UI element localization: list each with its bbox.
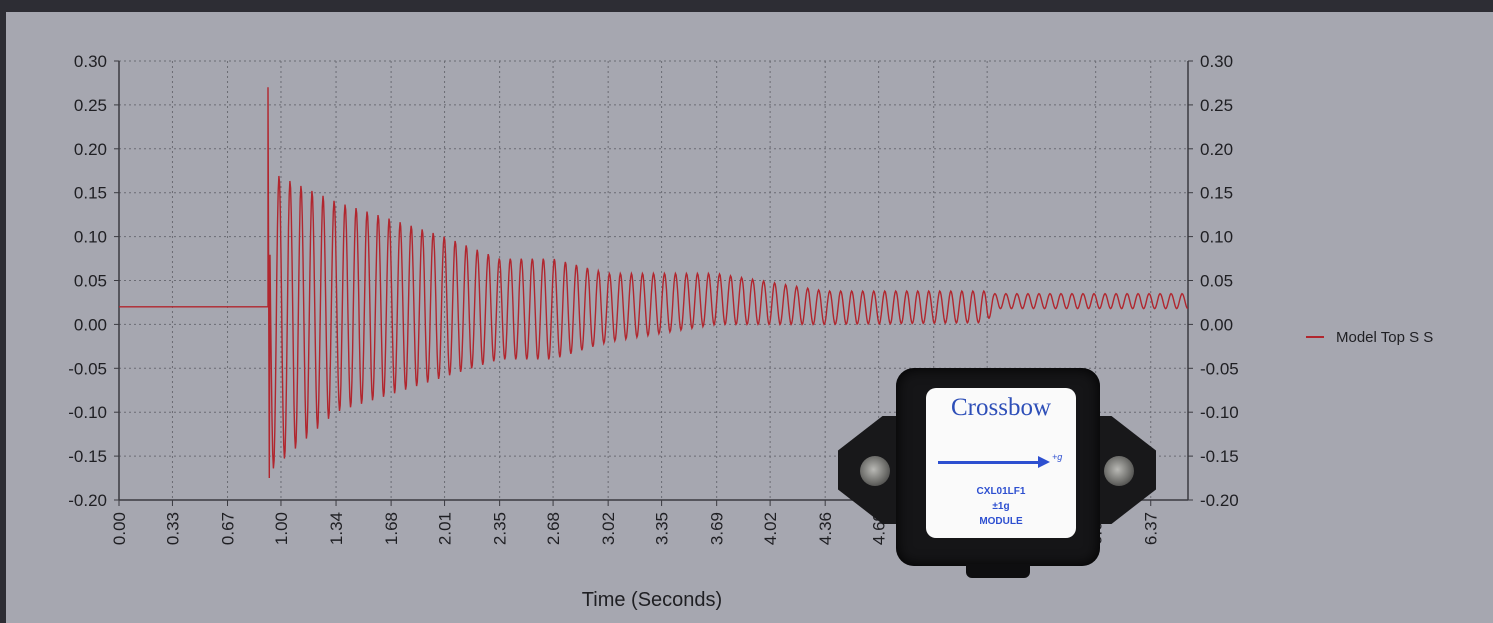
sensor-brand: Crossbow bbox=[950, 394, 1051, 421]
y-tick-label-right: -0.15 bbox=[1200, 447, 1239, 466]
x-tick-label: 4.36 bbox=[816, 512, 835, 545]
y-tick-label-right: -0.10 bbox=[1200, 403, 1239, 422]
y-tick-label: 0.00 bbox=[74, 315, 107, 334]
y-tick-label-right: 0.05 bbox=[1200, 272, 1233, 291]
y-tick-label-right: 0.25 bbox=[1200, 96, 1233, 115]
x-tick-label: 3.35 bbox=[653, 512, 672, 545]
x-tick-label: 2.01 bbox=[436, 512, 455, 545]
x-tick-label: 4.02 bbox=[761, 512, 780, 545]
y-tick-label-right: 0.30 bbox=[1200, 52, 1233, 71]
mounting-hole-icon bbox=[860, 456, 890, 486]
x-tick-label: 2.68 bbox=[544, 512, 563, 545]
y-tick-label: -0.05 bbox=[68, 359, 107, 378]
arrow-head-icon bbox=[1038, 456, 1050, 468]
x-tick-label: 6.37 bbox=[1142, 512, 1161, 545]
x-tick-label: 1.00 bbox=[272, 512, 291, 545]
y-tick-label: -0.20 bbox=[68, 491, 107, 510]
x-tick-label: 2.35 bbox=[491, 512, 510, 545]
y-tick-label-right: 0.20 bbox=[1200, 140, 1233, 159]
y-tick-label-right: 0.10 bbox=[1200, 228, 1233, 247]
x-tick-label: 0.67 bbox=[219, 512, 238, 545]
y-tick-label: 0.05 bbox=[74, 272, 107, 291]
y-tick-label: 0.30 bbox=[74, 52, 107, 71]
x-tick-label: 1.34 bbox=[327, 512, 346, 545]
y-tick-label: -0.10 bbox=[68, 403, 107, 422]
line-chart: 0.30 0.30 0.25 0.25 0.20 0.20 0.15 0.15 0.10 0.10… bbox=[68, 52, 1433, 611]
mounting-hole-icon bbox=[1104, 456, 1134, 486]
y-tick-label: -0.15 bbox=[68, 447, 107, 466]
y-tick-label: 0.25 bbox=[74, 96, 107, 115]
sensor-module-photo: Crossbow +g CXL01LF1 ±1g MODULE bbox=[838, 368, 1156, 578]
sensor-tab bbox=[966, 564, 1030, 578]
x-tick-label: 1.68 bbox=[382, 512, 401, 545]
y-tick-label-right: 0.15 bbox=[1200, 184, 1233, 203]
sensor-module-text: MODULE bbox=[979, 516, 1023, 527]
arrow-text: +g bbox=[1052, 452, 1063, 462]
series-layer bbox=[119, 87, 1189, 479]
y-tick-label-right: 0.00 bbox=[1200, 315, 1233, 334]
y-tick-label: 0.15 bbox=[74, 184, 107, 203]
y-tick-label-right: -0.05 bbox=[1200, 359, 1239, 378]
sensor-label: Crossbow +g CXL01LF1 ±1g MODULE bbox=[926, 388, 1076, 538]
series-line-model-top-s-s bbox=[119, 87, 1189, 479]
x-tick-label: 0.33 bbox=[163, 512, 182, 545]
y-tick-label-right: -0.20 bbox=[1200, 491, 1239, 510]
x-axis-title: Time (Seconds) bbox=[582, 589, 722, 611]
chart-panel: 0.30 0.30 0.25 0.25 0.20 0.20 0.15 0.15 0.10 0.10… bbox=[6, 12, 1493, 623]
legend-label: Model Top S S bbox=[1336, 329, 1433, 346]
sensor-model: CXL01LF1 bbox=[976, 486, 1026, 497]
arrow-icon bbox=[938, 461, 1042, 464]
x-tick-label: 0.00 bbox=[110, 512, 129, 545]
y-tick-label: 0.10 bbox=[74, 228, 107, 247]
sensor-range: ±1g bbox=[992, 501, 1010, 512]
x-tick-label: 3.69 bbox=[708, 512, 727, 545]
legend: Model Top S S bbox=[1306, 329, 1433, 346]
x-tick-label: 3.02 bbox=[599, 512, 618, 545]
y-tick-label: 0.20 bbox=[74, 140, 107, 159]
